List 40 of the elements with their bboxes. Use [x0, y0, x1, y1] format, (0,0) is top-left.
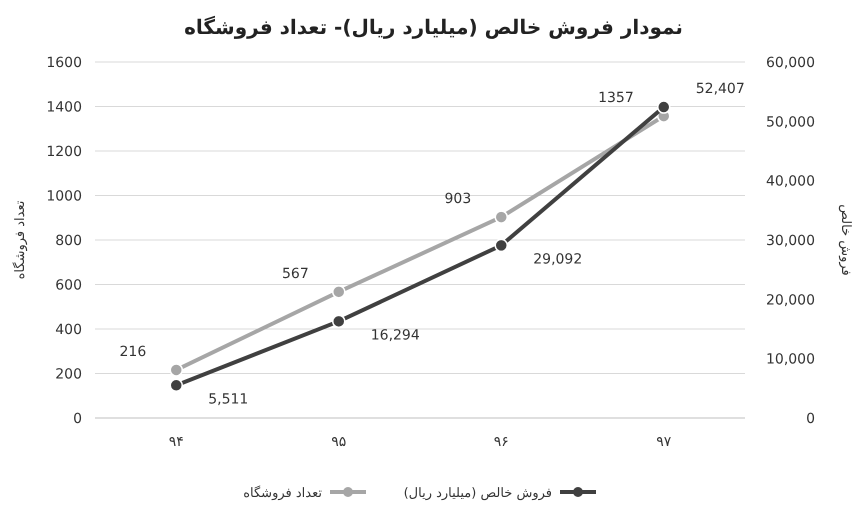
point: [170, 378, 183, 392]
point: [332, 314, 346, 328]
y-tick-label: 1600: [46, 55, 82, 71]
data-label: 16,294: [370, 327, 420, 344]
y-tick-label: 200: [55, 366, 82, 382]
y2-tick-label: 10,000: [766, 352, 815, 368]
point: [170, 363, 183, 377]
x-tick-label: ۹۶: [494, 434, 509, 450]
y2-tick-label: 40,000: [766, 174, 815, 190]
point: [494, 210, 508, 224]
legend-label: فروش خالص (میلیارد ریال): [404, 486, 552, 501]
y-tick-label: 0: [73, 411, 82, 427]
y-tick-label: 1000: [46, 188, 82, 204]
y-tick-label: 1200: [46, 144, 82, 160]
y2-tick-label: 0: [806, 411, 815, 427]
y-tick-label: 400: [55, 322, 82, 338]
x-tick-label: ۹۵: [331, 434, 346, 450]
y2-tick-label: 20,000: [766, 292, 815, 308]
data-label: 29,092: [533, 251, 582, 268]
y-tick-label: 600: [55, 278, 82, 294]
x-tick-label: ۹۴: [168, 434, 184, 450]
y-tick-label: 1400: [46, 100, 82, 116]
chart-title: نمودار فروش خالص (میلیارد ریال)- تعداد فروشگاه: [184, 15, 683, 39]
point: [657, 100, 670, 114]
y2-tick-label: 30,000: [766, 233, 815, 249]
y-axis-title: تعداد فروشگاه: [12, 200, 28, 280]
data-label: 5,511: [208, 391, 248, 408]
point: [494, 238, 508, 252]
data-label: 903: [444, 191, 472, 208]
data-label: 216: [120, 344, 146, 360]
x-tick-label: ۹۷: [656, 434, 672, 450]
y2-axis-title: فروش خالص: [838, 204, 853, 276]
data-label: 52,407: [696, 81, 745, 98]
y2-tick-label: 50,000: [766, 114, 815, 130]
point: [332, 285, 346, 299]
y-tick-label: 800: [55, 233, 82, 249]
y2-tick-label: 60,000: [766, 55, 815, 71]
data-label: 567: [282, 266, 309, 282]
legend-label: تعداد فروشگاه: [243, 485, 322, 501]
data-label: 1357: [598, 90, 634, 106]
